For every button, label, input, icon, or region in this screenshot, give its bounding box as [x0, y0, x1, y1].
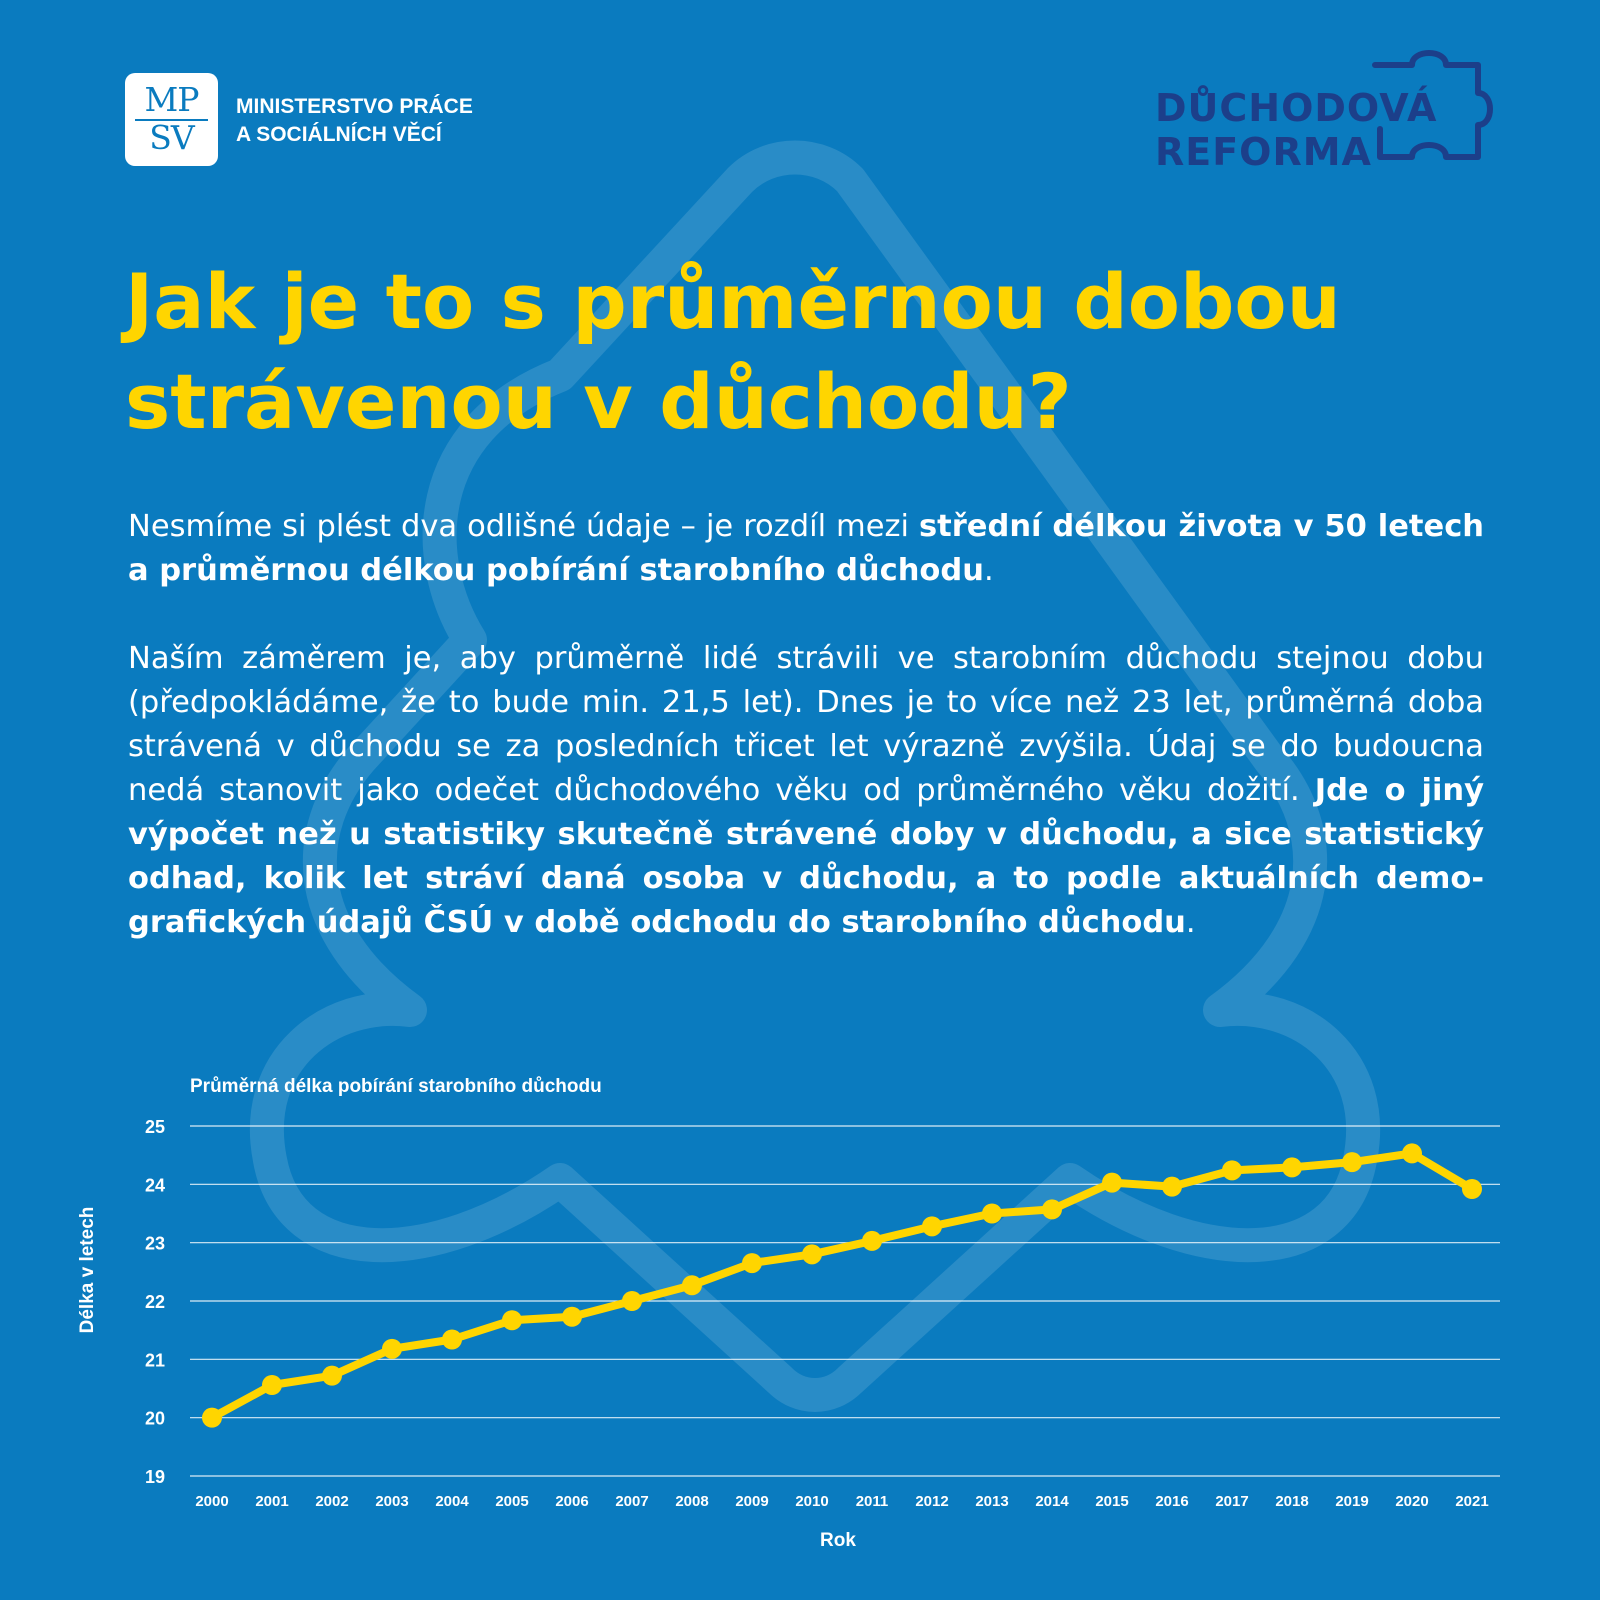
x-tick-label: 2002	[315, 1493, 348, 1510]
explanation-text: Naším záměrem je, aby průměrně lidé strá…	[128, 641, 1484, 808]
data-point	[1282, 1157, 1302, 1178]
logo-mark-bottom: SV	[149, 118, 194, 157]
y-tick-label: 19	[145, 1467, 165, 1487]
x-tick-label: 2018	[1275, 1493, 1308, 1510]
data-point	[1162, 1176, 1182, 1197]
y-tick-label: 24	[145, 1175, 165, 1195]
x-tick-label: 2016	[1155, 1493, 1188, 1510]
x-tick-label: 2011	[856, 1493, 889, 1510]
x-axis-label: Rok	[820, 1530, 856, 1551]
y-tick-label: 22	[145, 1292, 165, 1312]
data-point	[442, 1329, 462, 1350]
explanation-end: .	[1185, 905, 1196, 940]
x-tick-label: 2010	[795, 1493, 828, 1510]
x-tick-label: 2014	[1035, 1493, 1069, 1510]
reform-line1: DŮCHODOVÁ	[1155, 86, 1438, 130]
data-point	[1222, 1160, 1242, 1181]
x-tick-label: 2020	[1395, 1493, 1428, 1510]
data-point	[562, 1306, 582, 1327]
data-point	[1342, 1152, 1362, 1173]
x-tick-label: 2003	[375, 1493, 408, 1510]
reform-logo-text: DŮCHODOVÁ REFORMA	[1155, 86, 1437, 174]
data-point	[1402, 1143, 1422, 1164]
intro-paragraph: Nesmíme si plést dva odlišné údaje – je …	[128, 505, 1484, 593]
mpsv-logo: MP SV	[125, 73, 218, 166]
x-tick-label: 2021	[1455, 1493, 1488, 1510]
x-tick-label: 2009	[735, 1493, 768, 1510]
data-point	[262, 1375, 282, 1395]
x-tick-label: 2017	[1215, 1493, 1248, 1510]
x-tick-label: 2001	[255, 1493, 288, 1510]
data-point	[622, 1291, 642, 1311]
intro-bold-text: střední délkou života v 50 letech a prům…	[128, 509, 1484, 588]
x-tick-label: 2000	[195, 1493, 228, 1510]
explanation-bold-text: Jde o jiný výpočet než u sta­tistiky sku…	[128, 773, 1484, 940]
reform-line2: REFORMA	[1155, 130, 1372, 174]
data-point	[1462, 1179, 1482, 1199]
intro-end: .	[983, 553, 994, 588]
x-tick-label: 2004	[435, 1493, 469, 1510]
data-point	[742, 1253, 762, 1274]
x-tick-label: 2005	[495, 1493, 528, 1510]
data-point	[502, 1310, 522, 1331]
puzzle-piece-icon	[1372, 50, 1493, 160]
logo-mark-top: MP	[144, 80, 200, 119]
chart-title: Průměrná délka pobírání starobního důcho…	[190, 1076, 602, 1097]
data-point	[862, 1230, 882, 1251]
x-tick-label: 2019	[1335, 1493, 1368, 1510]
data-point	[1042, 1199, 1062, 1220]
data-point	[382, 1338, 402, 1359]
x-tick-label: 2006	[555, 1493, 588, 1510]
data-point	[1102, 1172, 1122, 1193]
ministry-name-line2: A SOCIÁLNÍCH VĚCÍ	[236, 123, 442, 146]
y-tick-label: 23	[145, 1234, 165, 1254]
x-tick-label: 2012	[915, 1493, 948, 1510]
x-tick-label: 2015	[1095, 1493, 1128, 1510]
pension-duration-chart: Průměrná délka pobírání starobního důcho…	[77, 1076, 1500, 1551]
logo-divider	[135, 119, 208, 121]
y-tick-label: 20	[145, 1409, 165, 1429]
data-point	[922, 1216, 942, 1237]
page-title-line1: Jak je to s průměrnou dobou	[125, 257, 1341, 346]
intro-text: Nesmíme si plést dva odlišné údaje – je …	[128, 509, 920, 544]
data-point	[982, 1203, 1002, 1224]
series-line	[208, 1149, 1476, 1422]
page-title-line2: strávenou v důchodu?	[125, 357, 1072, 446]
explanation-paragraph: Naším záměrem je, aby průměrně lidé strá…	[128, 637, 1484, 945]
ministry-name-line1: MINISTERSTVO PRÁCE	[236, 95, 473, 118]
data-point	[682, 1275, 702, 1296]
x-tick-label: 2013	[975, 1493, 1008, 1510]
y-tick-label: 21	[145, 1350, 165, 1370]
y-axis-label: Délka v letech	[77, 1207, 98, 1334]
data-point	[802, 1244, 822, 1265]
y-tick-label: 25	[145, 1117, 165, 1137]
page-title: Jak je to s průměrnou dobou strávenou v …	[125, 252, 1525, 452]
data-point	[202, 1407, 222, 1428]
x-tick-label: 2008	[675, 1493, 708, 1510]
ministry-name: MINISTERSTVO PRÁCE A SOCIÁLNÍCH VĚCÍ	[236, 93, 473, 149]
data-point	[322, 1365, 342, 1386]
x-tick-label: 2007	[615, 1493, 648, 1510]
